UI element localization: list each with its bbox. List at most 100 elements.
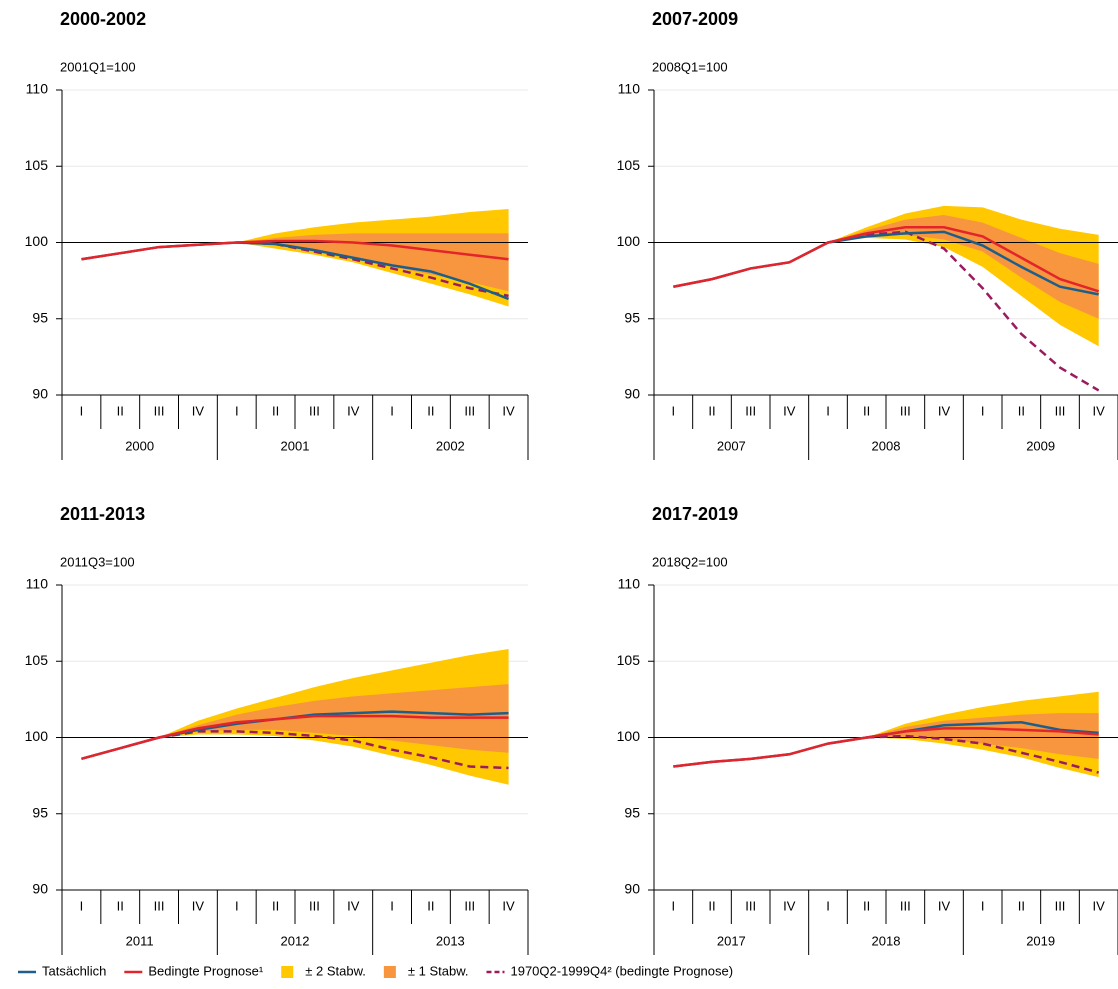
panel-title: 2000-2002 [60,9,146,29]
x-tick-label: I [235,403,239,418]
series-line [81,239,509,261]
x-tick-label: IV [192,898,205,913]
panel-subtitle: 2001Q1=100 [60,59,136,74]
x-tick-label: II [427,898,434,913]
x-tick-label: II [708,403,715,418]
x-tick-label: I [672,403,676,418]
x-tick-label: III [154,898,165,913]
x-tick-label: I [80,898,84,913]
x-group-label: 2001 [281,438,310,453]
x-tick-label: IV [502,403,515,418]
x-tick-label: III [154,403,165,418]
x-tick-label: III [464,403,475,418]
legend-label: Bedingte Prognose¹ [148,963,264,978]
x-tick-label: IV [783,898,796,913]
panel-subtitle: 2008Q1=100 [652,59,728,74]
x-group-label: 2011 [126,933,154,948]
panel-title: 2007-2009 [652,9,738,29]
legend-label: Tatsächlich [42,963,106,978]
x-group-label: 2017 [717,933,746,948]
x-tick-label: I [80,403,84,418]
confidence-band [828,215,1099,319]
x-tick-label: I [826,403,830,418]
x-tick-label: IV [783,403,796,418]
x-tick-label: I [672,898,676,913]
y-tick-label: 90 [624,881,640,897]
x-tick-label: II [863,898,870,913]
x-tick-label: I [826,898,830,913]
y-tick-label: 105 [617,652,641,668]
y-tick-label: 95 [32,309,48,325]
x-tick-label: III [464,898,475,913]
y-tick-label: 105 [25,652,49,668]
x-tick-label: I [390,898,394,913]
series-line [81,714,509,761]
confidence-band [866,713,1099,759]
y-tick-label: 90 [32,386,48,402]
series-line [158,730,509,770]
y-tick-label: 90 [32,881,48,897]
panel-title: 2017-2019 [652,504,738,524]
x-tick-label: IV [347,403,360,418]
panel-subtitle: 2018Q2=100 [652,554,728,569]
y-tick-label: 100 [25,728,49,744]
x-tick-label: I [981,898,985,913]
x-group-label: 2000 [125,438,154,453]
x-tick-label: I [981,403,985,418]
legend-label: ± 1 Stabw. [408,963,469,978]
x-tick-label: II [117,898,124,913]
x-tick-label: II [1018,898,1025,913]
x-tick-label: IV [1093,403,1106,418]
x-tick-label: I [390,403,394,418]
y-tick-label: 100 [617,233,641,249]
y-tick-label: 100 [617,728,641,744]
x-group-label: 2008 [872,438,901,453]
panel-subtitle: 2011Q3=100 [60,554,135,569]
y-tick-label: 95 [624,309,640,325]
x-tick-label: IV [347,898,360,913]
x-tick-label: III [309,898,320,913]
panel-title: 2011-2013 [60,504,145,524]
x-tick-label: III [900,898,911,913]
legend-swatch [383,966,396,978]
y-tick-label: 110 [26,81,49,97]
x-tick-label: IV [192,403,205,418]
y-tick-label: 95 [32,804,48,820]
x-tick-label: II [272,403,279,418]
x-tick-label: III [745,898,756,913]
legend-swatch [281,966,294,978]
y-tick-label: 110 [618,576,641,592]
confidence-band [828,205,1099,347]
x-tick-label: II [708,898,715,913]
x-tick-label: II [272,898,279,913]
y-tick-label: 110 [618,81,641,97]
series-line [827,230,1100,392]
series-line [673,727,1099,768]
legend-label: ± 2 Stabw. [305,963,366,978]
y-tick-label: 90 [624,386,640,402]
x-tick-label: III [1055,403,1066,418]
x-tick-label: I [235,898,239,913]
y-tick-label: 110 [26,576,49,592]
series-line [866,734,1100,774]
y-tick-label: 105 [617,157,641,173]
x-tick-label: IV [1093,898,1106,913]
x-group-label: 2019 [1026,933,1055,948]
y-tick-label: 105 [25,157,49,173]
x-group-label: 2012 [281,933,310,948]
legend-label: 1970Q2-1999Q4² (bedingte Prognose) [510,963,733,978]
x-group-label: 2002 [436,438,465,453]
x-tick-label: II [1018,403,1025,418]
x-tick-label: III [745,403,756,418]
series-line [673,226,1100,293]
x-tick-label: III [309,403,320,418]
x-tick-label: IV [938,898,951,913]
x-tick-label: III [900,403,911,418]
y-tick-label: 100 [25,233,49,249]
x-group-label: 2013 [436,933,465,948]
confidence-band [159,684,509,753]
x-tick-label: IV [938,403,951,418]
x-group-label: 2018 [872,933,901,948]
